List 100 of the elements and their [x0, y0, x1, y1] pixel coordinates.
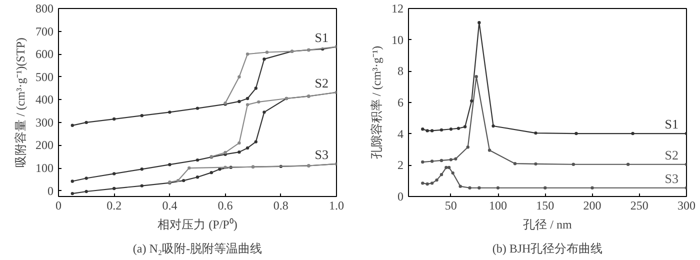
point: [246, 146, 250, 150]
point: [196, 158, 200, 162]
y-tick-label: 500: [36, 70, 54, 84]
y-axis-title: 吸附容量 / (cm³·g⁻¹)(STP): [14, 38, 28, 168]
x-tick-label: 0.6: [218, 198, 233, 212]
y-tick-label: 800: [36, 2, 54, 16]
x-axis-title: 相对压力 (P/P⁰): [158, 218, 238, 232]
point: [451, 171, 454, 175]
point: [112, 117, 116, 121]
y-tick-label: 10: [392, 32, 404, 47]
point: [168, 163, 172, 166]
text: (b) BJH孔径分布曲线: [492, 242, 603, 256]
point: [444, 166, 448, 170]
x-tick-label: 0.2: [106, 198, 122, 212]
point: [458, 184, 462, 188]
point: [430, 160, 434, 163]
y-tick-label: 2: [398, 158, 404, 172]
y-tick-label: 12: [392, 2, 404, 16]
point: [534, 131, 538, 135]
point: [262, 110, 266, 114]
point: [474, 75, 478, 78]
y-tick-label: 400: [36, 92, 54, 107]
point: [140, 184, 144, 188]
point: [140, 168, 144, 171]
point: [478, 21, 481, 24]
point: [262, 57, 266, 61]
point: [440, 158, 444, 162]
point: [456, 126, 460, 130]
y-tick-label: 200: [36, 138, 54, 152]
point: [435, 178, 438, 182]
point: [70, 192, 74, 196]
y-tick-label: 300: [36, 115, 54, 130]
y-tick-label: 0: [48, 184, 54, 198]
point: [631, 132, 634, 136]
point: [421, 182, 424, 185]
point: [84, 190, 88, 194]
point: [534, 162, 538, 166]
point: [140, 114, 144, 118]
series-label: S2: [664, 147, 679, 162]
y-tick-label: 8: [398, 64, 404, 78]
point: [590, 186, 594, 190]
x-tick-label: 300: [678, 198, 696, 212]
point: [70, 180, 74, 183]
x-tick-label: 0.4: [162, 198, 178, 212]
point: [265, 50, 269, 54]
y-tick-label: 4: [398, 126, 404, 141]
point: [430, 182, 434, 185]
point: [430, 129, 434, 132]
x-tick-label: 250: [630, 198, 648, 212]
y-tick-label: 0: [398, 190, 404, 204]
x-tick-label: 200: [583, 198, 602, 212]
point: [440, 172, 444, 176]
text: (a) N₂吸附-脱附等温曲线: [132, 242, 262, 256]
series-label: S1: [314, 30, 329, 45]
point: [188, 166, 191, 170]
point: [196, 176, 200, 179]
point: [447, 166, 451, 170]
point: [572, 162, 576, 166]
point: [492, 124, 495, 128]
series-label: S3: [314, 146, 329, 162]
point: [70, 124, 74, 127]
point: [196, 106, 200, 110]
point: [238, 150, 241, 154]
point: [488, 148, 492, 152]
point: [478, 186, 481, 190]
point: [112, 172, 116, 176]
series-label: S1: [664, 116, 679, 132]
point: [84, 120, 88, 124]
y-tick-label: 600: [36, 47, 54, 62]
point: [246, 52, 250, 56]
point: [626, 162, 630, 166]
y-tick-label: 6: [398, 96, 404, 110]
x-axis-title: 孔径 / nm: [523, 218, 572, 232]
point: [238, 100, 241, 104]
point: [182, 178, 186, 182]
point: [463, 125, 467, 128]
y-axis-title: 孔隙容积率 / (cm³·g⁻¹): [370, 46, 384, 160]
x-tick-label: 100: [489, 198, 508, 212]
point: [440, 128, 444, 132]
series-label: S2: [314, 75, 329, 90]
point: [466, 146, 470, 149]
x-tick-label: 150: [536, 198, 554, 212]
y-tick-label: 700: [36, 24, 54, 38]
point: [176, 178, 180, 182]
series-label: S3: [664, 170, 679, 186]
point: [257, 100, 260, 104]
point: [496, 186, 500, 190]
point: [574, 132, 578, 136]
y-tick-label: 100: [36, 161, 54, 176]
point: [254, 86, 258, 90]
point: [426, 182, 429, 186]
point: [468, 186, 472, 190]
point: [246, 103, 250, 106]
x-tick-label: 0.8: [273, 198, 288, 212]
point: [218, 168, 222, 171]
point: [112, 186, 116, 190]
point: [454, 157, 458, 160]
x-tick-label: 50: [444, 198, 457, 212]
point: [238, 141, 241, 145]
point: [421, 160, 424, 164]
